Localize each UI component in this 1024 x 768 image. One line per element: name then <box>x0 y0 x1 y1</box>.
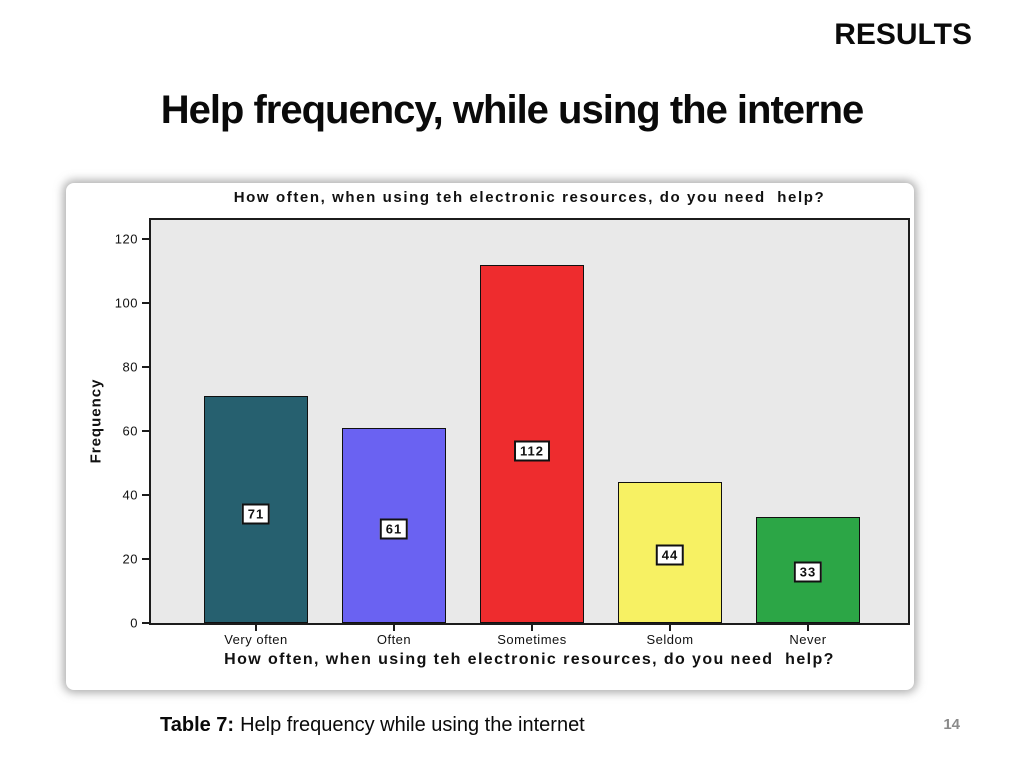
x-category-label-seldom: Seldom <box>646 632 694 647</box>
bar-often: 61 <box>342 427 446 623</box>
x-axis-title: How often, when using teh electronic res… <box>224 651 835 668</box>
bar-sometimes: 112 <box>480 264 584 623</box>
section-kicker: RESULTS <box>834 18 972 51</box>
plot-area: 0 20 40 60 80 100 120 71 Very often 61 Often 112 Som… <box>115 218 910 647</box>
x-tick-mark <box>531 623 533 631</box>
bar-value-label: 112 <box>514 440 550 462</box>
bar-value-label: 44 <box>655 544 685 566</box>
x-tick-mark <box>807 623 809 631</box>
y-tick-label: 100 <box>114 295 138 311</box>
y-tick-mark <box>142 558 151 561</box>
y-tick-label: 80 <box>122 359 138 375</box>
table-caption: Table 7: Help frequency while using the i… <box>160 714 585 737</box>
table-caption-label: Table 7: <box>160 714 235 736</box>
chart-title: How often, when using teh electronic res… <box>233 189 826 206</box>
y-tick-mark <box>142 430 151 433</box>
x-category-label-sometimes: Sometimes <box>497 632 567 647</box>
x-tick-mark <box>669 623 671 631</box>
bar-value-label: 61 <box>379 518 409 540</box>
bar-value-label: 33 <box>793 561 823 583</box>
y-tick-label: 0 <box>130 615 138 631</box>
y-tick-label: 60 <box>122 423 138 439</box>
y-tick-mark <box>142 494 151 497</box>
chart-panel: How often, when using teh electronic res… <box>66 183 914 690</box>
bar-value-label: 71 <box>241 503 271 525</box>
x-category-label-never: Never <box>789 632 827 647</box>
y-tick-label: 120 <box>114 231 138 247</box>
y-tick-label: 20 <box>122 551 138 567</box>
x-tick-mark <box>255 623 257 631</box>
table-caption-text: Help frequency while using the internet <box>240 714 585 736</box>
x-category-label-often: Often <box>376 632 412 647</box>
bar-never: 33 <box>756 517 860 623</box>
x-category-label-very-often: Very often <box>224 632 288 647</box>
bar-seldom: 44 <box>618 482 722 623</box>
bar-very-often: 71 <box>204 395 308 623</box>
y-tick-mark <box>142 622 151 624</box>
y-axis-title: Frequency <box>87 378 105 464</box>
page-title: Help frequency, while using the interne <box>160 88 865 132</box>
y-tick-mark <box>142 302 151 305</box>
y-tick-mark <box>142 238 151 241</box>
page-number: 14 <box>943 716 960 733</box>
x-tick-mark <box>393 623 395 631</box>
y-tick-mark <box>142 366 151 369</box>
y-tick-label: 40 <box>122 487 138 503</box>
